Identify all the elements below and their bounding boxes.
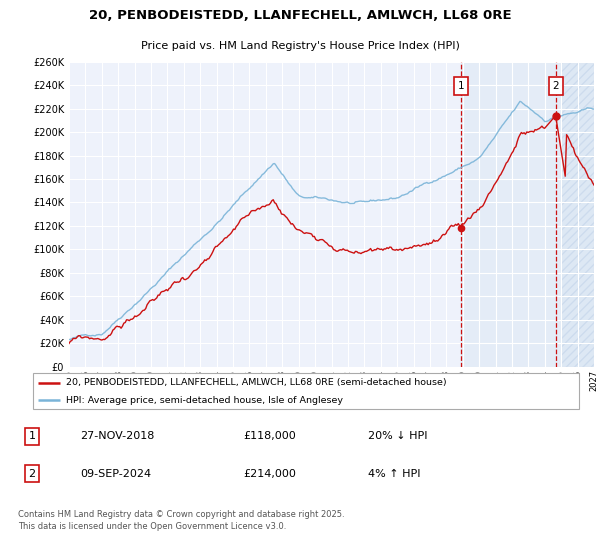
Text: 1: 1 xyxy=(458,81,465,91)
Text: 20, PENBODEISTEDD, LLANFECHELL, AMLWCH, LL68 0RE (semi-detached house): 20, PENBODEISTEDD, LLANFECHELL, AMLWCH, … xyxy=(66,378,446,387)
Text: HPI: Average price, semi-detached house, Isle of Anglesey: HPI: Average price, semi-detached house,… xyxy=(66,396,343,405)
Bar xyxy=(561,62,594,367)
Bar xyxy=(461,62,594,367)
FancyBboxPatch shape xyxy=(33,372,579,409)
Text: 1: 1 xyxy=(29,431,35,441)
Bar xyxy=(561,62,594,367)
Bar xyxy=(561,62,594,367)
Text: £118,000: £118,000 xyxy=(244,431,296,441)
Text: 2: 2 xyxy=(553,81,559,91)
Text: 20, PENBODEISTEDD, LLANFECHELL, AMLWCH, LL68 0RE: 20, PENBODEISTEDD, LLANFECHELL, AMLWCH, … xyxy=(89,9,511,22)
Text: 27-NOV-2018: 27-NOV-2018 xyxy=(80,431,154,441)
Text: 09-SEP-2024: 09-SEP-2024 xyxy=(80,469,151,479)
Text: £214,000: £214,000 xyxy=(244,469,296,479)
Text: 4% ↑ HPI: 4% ↑ HPI xyxy=(368,469,420,479)
Text: 20% ↓ HPI: 20% ↓ HPI xyxy=(368,431,427,441)
Text: 2: 2 xyxy=(29,469,35,479)
Text: Price paid vs. HM Land Registry's House Price Index (HPI): Price paid vs. HM Land Registry's House … xyxy=(140,41,460,51)
Text: Contains HM Land Registry data © Crown copyright and database right 2025.
This d: Contains HM Land Registry data © Crown c… xyxy=(18,510,344,531)
